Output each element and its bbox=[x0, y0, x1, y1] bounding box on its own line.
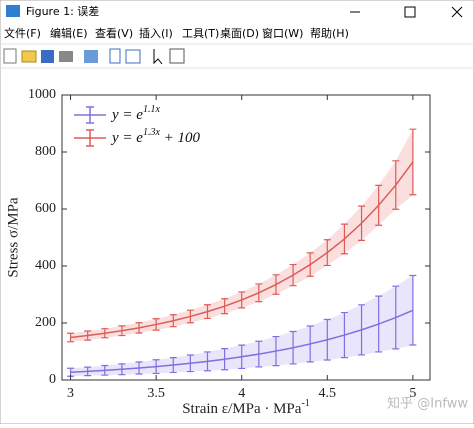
property-button[interactable] bbox=[169, 48, 185, 64]
y-axis-label: Stress σ/MPa bbox=[5, 197, 21, 278]
new-button[interactable] bbox=[3, 48, 17, 64]
open-button[interactable] bbox=[21, 50, 37, 63]
legend-swatch bbox=[74, 129, 106, 147]
menu-item[interactable]: 查看(V) bbox=[95, 26, 133, 40]
menu-item[interactable]: 插入(I) bbox=[139, 26, 173, 40]
link-button[interactable] bbox=[84, 50, 98, 63]
error-bar bbox=[67, 332, 75, 343]
x-axis-label: Strain ε/MPa · MPa-1 bbox=[182, 398, 310, 417]
toolbar bbox=[3, 48, 185, 65]
close-button[interactable] bbox=[451, 6, 463, 18]
plot: 3 3.5 4 4.5 5 0 200 400 600 800 1000 Strain ε/MPa ·… bbox=[5, 87, 431, 417]
x-tick-label: 3 bbox=[67, 386, 74, 401]
error-bar bbox=[409, 128, 417, 196]
series-line bbox=[70, 309, 414, 374]
legend-button[interactable] bbox=[125, 49, 141, 64]
print-button[interactable] bbox=[59, 51, 73, 62]
series-line bbox=[70, 161, 414, 339]
menu-item[interactable]: 桌面(D) bbox=[220, 27, 259, 40]
pointer-button[interactable] bbox=[153, 49, 163, 65]
watermark: 知乎 @Infww bbox=[387, 396, 468, 412]
legend-label: y = e1.3x + 100 bbox=[110, 127, 201, 146]
x-tick-label: 3.5 bbox=[147, 386, 165, 401]
y-tick-label: 800 bbox=[35, 144, 56, 159]
y-tick-label: 0 bbox=[49, 372, 56, 387]
menu-item[interactable]: 编辑(E) bbox=[50, 26, 88, 40]
x-tick-label: 4 bbox=[238, 386, 245, 401]
legend-swatch bbox=[74, 106, 106, 124]
error-bar bbox=[409, 274, 417, 346]
window-title: Figure 1: 误差 bbox=[26, 4, 99, 18]
y-tick-label: 400 bbox=[35, 258, 56, 273]
legend-label: y = e1.1x bbox=[110, 104, 160, 123]
maximize-button[interactable] bbox=[404, 6, 416, 18]
axes-box bbox=[61, 94, 431, 381]
menu-bar: 文件(F) 编辑(E) 查看(V) 插入(I) 工具(T) 桌面(D) 窗口(W) 帮助(H) bbox=[4, 26, 349, 40]
x-tick-label: 5 bbox=[409, 386, 416, 401]
menu-item[interactable]: 工具(T) bbox=[182, 27, 219, 40]
y-tick-label: 200 bbox=[35, 315, 56, 330]
app-icon bbox=[6, 5, 20, 17]
y-tick-label: 1000 bbox=[28, 87, 56, 102]
menu-item[interactable]: 窗口(W) bbox=[262, 26, 303, 40]
x-tick-label: 4.5 bbox=[319, 386, 337, 401]
y-tick-label: 600 bbox=[35, 201, 56, 216]
colorbar-button[interactable] bbox=[109, 48, 121, 64]
save-button[interactable] bbox=[41, 50, 54, 63]
menu-item[interactable]: 帮助(H) bbox=[310, 26, 349, 40]
menu-item[interactable]: 文件(F) bbox=[4, 26, 41, 40]
